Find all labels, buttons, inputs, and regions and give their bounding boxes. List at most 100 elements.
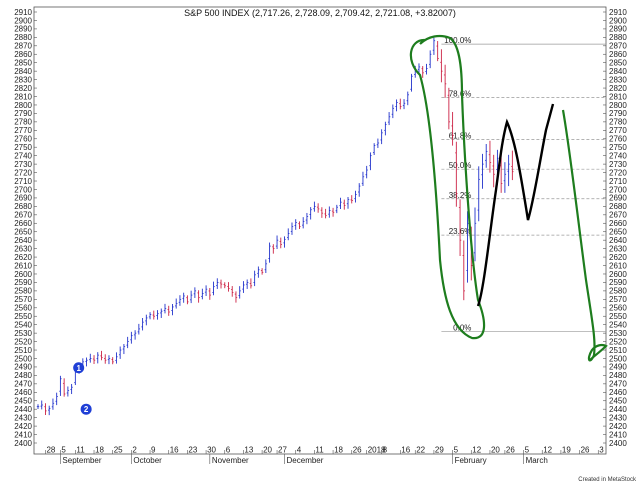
x-tick-label: 20	[263, 446, 272, 455]
x-tick-label: 2	[132, 446, 137, 455]
x-tick-label: 12	[472, 446, 481, 455]
x-tick-label: 28	[46, 446, 55, 455]
y-tick-label-left: 2640	[14, 236, 32, 245]
y-tick-label-right: 2400	[609, 439, 627, 448]
y-tick-label-right: 2720	[609, 168, 627, 177]
y-tick-label-right: 2700	[609, 185, 627, 194]
x-tick-label: 11	[315, 446, 324, 455]
y-tick-label-right: 2790	[609, 109, 627, 118]
y-tick-label-left: 2530	[14, 329, 32, 338]
y-tick-label-right: 2530	[609, 329, 627, 338]
x-month-label: September	[62, 456, 101, 465]
y-tick-label-right: 2600	[609, 270, 627, 279]
x-tick-label: 23	[188, 446, 197, 455]
y-tick-label-right: 2520	[609, 337, 627, 346]
x-tick-label: 16	[170, 446, 179, 455]
y-tick-label-right: 2860	[609, 50, 627, 59]
chart-title: S&P 500 INDEX (2,717.26, 2,728.09, 2,709…	[184, 8, 456, 18]
y-tick-label-left: 2720	[14, 168, 32, 177]
y-tick-label-right: 2750	[609, 143, 627, 152]
y-tick-label-left: 2500	[14, 354, 32, 363]
credit-label: Created in MetaStock	[578, 477, 637, 483]
x-tick-label: 2018	[368, 446, 386, 455]
y-tick-label-left: 2650	[14, 228, 32, 237]
y-tick-label-left: 2740	[14, 151, 32, 160]
x-tick-label: 26	[353, 446, 362, 455]
x-tick-label: 20	[491, 446, 500, 455]
y-tick-label-left: 2550	[14, 312, 32, 321]
fib-level-label: 50.0%	[449, 161, 472, 170]
y-tick-label-right: 2650	[609, 228, 627, 237]
y-tick-label-right: 2440	[609, 405, 627, 414]
y-tick-label-right: 2630	[609, 244, 627, 253]
y-tick-label-left: 2490	[14, 363, 32, 372]
y-tick-label-left: 2910	[14, 8, 32, 17]
x-tick-label: 16	[401, 446, 410, 455]
y-tick-label-left: 2620	[14, 253, 32, 262]
y-tick-label-left: 2420	[14, 422, 32, 431]
y-tick-label-right: 2580	[609, 287, 627, 296]
x-tick-label: 13	[244, 446, 253, 455]
y-tick-label-left: 2750	[14, 143, 32, 152]
y-tick-label-right: 2760	[609, 135, 627, 144]
green-ellipse-annotation	[409, 34, 486, 340]
y-tick-label-right: 2640	[609, 236, 627, 245]
y-tick-label-left: 2690	[14, 194, 32, 203]
y-tick-label-right: 2910	[609, 8, 627, 17]
y-tick-label-left: 2770	[14, 126, 32, 135]
y-tick-label-right: 2550	[609, 312, 627, 321]
y-tick-label-right: 2560	[609, 304, 627, 313]
x-tick-label: 5	[525, 446, 530, 455]
y-tick-label-right: 2490	[609, 363, 627, 372]
y-tick-label-left: 2590	[14, 278, 32, 287]
y-tick-label-left: 2850	[14, 59, 32, 68]
y-tick-label-left: 2900	[14, 16, 32, 25]
x-tick-label: 6	[226, 446, 231, 455]
fib-level-label: 38.2%	[449, 191, 472, 200]
y-tick-label-left: 2810	[14, 92, 32, 101]
y-tick-label-left: 2890	[14, 25, 32, 34]
x-tick-label: 11	[76, 446, 85, 455]
y-tick-label-left: 2700	[14, 185, 32, 194]
y-tick-label-left: 2430	[14, 413, 32, 422]
x-tick-label: 22	[416, 446, 425, 455]
y-tick-label-right: 2820	[609, 84, 627, 93]
x-tick-label: 27	[278, 446, 287, 455]
x-month-label: December	[287, 456, 324, 465]
hand-drawn-annotations	[409, 34, 608, 362]
x-tick-label: 3	[599, 446, 604, 455]
y-tick-label-right: 2690	[609, 194, 627, 203]
y-tick-label-left: 2870	[14, 42, 32, 51]
y-tick-label-right: 2450	[609, 397, 627, 406]
y-tick-label-left: 2710	[14, 177, 32, 186]
y-tick-label-left: 2520	[14, 337, 32, 346]
y-tick-label-left: 2880	[14, 33, 32, 42]
point-markers: 12	[73, 362, 92, 415]
price-bars	[36, 37, 514, 416]
y-tick-label-right: 2500	[609, 354, 627, 363]
y-tick-label-right: 2670	[609, 211, 627, 220]
x-month-label: February	[455, 456, 487, 465]
y-tick-label-right: 2610	[609, 261, 627, 270]
green-projection-annotation	[561, 109, 608, 362]
y-tick-label-right: 2800	[609, 101, 627, 110]
fib-level-label: 0.0%	[453, 323, 471, 332]
fib-level-label: 100.0%	[444, 36, 471, 45]
y-tick-label-right: 2590	[609, 278, 627, 287]
y-tick-label-right: 2900	[609, 16, 627, 25]
x-tick-label: 18	[95, 446, 104, 455]
y-tick-label-left: 2630	[14, 244, 32, 253]
y-tick-label-right: 2460	[609, 388, 627, 397]
y-tick-label-right: 2510	[609, 346, 627, 355]
y-tick-label-right: 2410	[609, 430, 627, 439]
y-tick-label-right: 2880	[609, 33, 627, 42]
y-tick-label-right: 2420	[609, 422, 627, 431]
y-tick-label-right: 2840	[609, 67, 627, 76]
x-month-label: November	[212, 456, 249, 465]
y-tick-label-left: 2800	[14, 101, 32, 110]
y-tick-label-left: 2760	[14, 135, 32, 144]
y-tick-label-right: 2850	[609, 59, 627, 68]
y-tick-label-right: 2540	[609, 320, 627, 329]
y-tick-label-left: 2560	[14, 304, 32, 313]
